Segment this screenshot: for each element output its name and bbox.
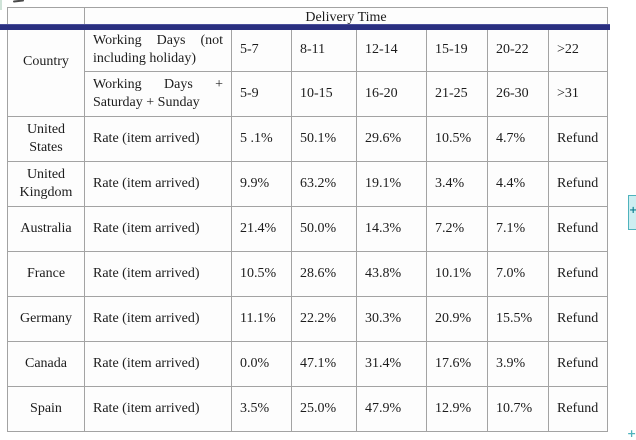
rate-value-cell: 3.4%	[426, 161, 488, 208]
rate-value-cell: 7.2%	[426, 206, 488, 253]
rate-value-cell: 14.3%	[356, 206, 427, 253]
rate-value-cell: 9.9%	[231, 161, 292, 208]
rate-value-cell: 20.9%	[426, 296, 488, 343]
accent-divider-bar	[0, 24, 610, 30]
rate-value-cell: 19.1%	[356, 161, 427, 208]
rate-value-cell: 4.4%	[487, 161, 549, 208]
header-range-cell: 26-30	[487, 71, 549, 118]
rate-label-cell: Rate (item arrived)	[84, 161, 232, 208]
header-range-cell: 16-20	[356, 71, 427, 118]
rate-label-cell: Rate (item arrived)	[84, 116, 232, 163]
rate-value-cell: 47.9%	[356, 386, 427, 433]
refund-cell: Refund	[548, 161, 608, 208]
rate-label-cell: Rate (item arrived)	[84, 206, 232, 253]
table-row: Working Days (not including holiday) 5-7…	[8, 28, 608, 73]
rate-value-cell: 17.6%	[426, 341, 488, 388]
country-cell: Germany	[7, 296, 85, 343]
rate-value-cell: 10.5%	[426, 116, 488, 163]
table-row-australia: Australia Rate (item arrived) 21.4% 50.0…	[7, 206, 608, 253]
table-row-united-states: United States Rate (item arrived) 5 .1% …	[7, 116, 608, 163]
table-row-france: France Rate (item arrived) 10.5% 28.6% 4…	[7, 251, 608, 298]
header-range-cell: >31	[548, 71, 608, 118]
country-cell: Australia	[7, 206, 85, 253]
refund-cell: Refund	[548, 386, 608, 433]
rate-value-cell: 50.0%	[291, 206, 357, 253]
header-range-cell: 20-22	[487, 28, 549, 73]
country-cell: France	[7, 251, 85, 298]
rate-value-cell: 29.6%	[356, 116, 427, 163]
plus-icon: +	[629, 205, 636, 216]
country-cell: Spain	[7, 386, 85, 433]
rate-value-cell: 7.0%	[487, 251, 549, 298]
rate-value-cell: 31.4%	[356, 341, 427, 388]
rate-value-cell: 3.9%	[487, 341, 549, 388]
rate-value-cell: 21.4%	[231, 206, 292, 253]
header-label-working-days: Working Days (not including holiday)	[84, 28, 232, 73]
table-row-germany: Germany Rate (item arrived) 11.1% 22.2% …	[7, 296, 608, 343]
corner-resize-handle[interactable]: +	[627, 428, 636, 440]
plus-icon: +	[627, 428, 636, 440]
rate-value-cell: 10.5%	[231, 251, 292, 298]
edge-artifact	[0, 0, 2, 10]
country-cell: Canada	[7, 341, 85, 388]
header-label-working-days-weekend: Working Days + Saturday + Sunday	[84, 71, 232, 118]
refund-cell: Refund	[548, 206, 608, 253]
rate-value-cell: 11.1%	[231, 296, 292, 343]
header-range-cell: 10-15	[291, 71, 357, 118]
rate-value-cell: 12.9%	[426, 386, 488, 433]
table-title: Delivery Time	[84, 6, 608, 30]
rate-label-cell: Rate (item arrived)	[84, 341, 232, 388]
header-range-cell: 12-14	[356, 28, 427, 73]
header-range-cell: 15-19	[426, 28, 488, 73]
rate-label-cell: Rate (item arrived)	[84, 296, 232, 343]
rate-label-cell: Rate (item arrived)	[84, 251, 232, 298]
rate-value-cell: 47.1%	[291, 341, 357, 388]
rate-value-cell: 10.1%	[426, 251, 488, 298]
refund-cell: Refund	[548, 341, 608, 388]
delivery-time-table: Country Delivery Time Working Days (not …	[7, 6, 608, 433]
header-range-cell: 21-25	[426, 71, 488, 118]
header-range-cell: 5-7	[231, 28, 292, 73]
rate-value-cell: 63.2%	[291, 161, 357, 208]
rate-value-cell: 5 .1%	[231, 116, 292, 163]
refund-cell: Refund	[548, 296, 608, 343]
rate-value-cell: 50.1%	[291, 116, 357, 163]
header-range-cell: 8-11	[291, 28, 357, 73]
rate-value-cell: 3.5%	[231, 386, 292, 433]
rate-value-cell: 15.5%	[487, 296, 549, 343]
cropped-text-artifact	[12, 0, 25, 3]
rate-value-cell: 4.7%	[487, 116, 549, 163]
table-row-united-kingdom: United Kingdom Rate (item arrived) 9.9% …	[7, 161, 608, 208]
rate-value-cell: 10.7%	[487, 386, 549, 433]
refund-cell: Refund	[548, 116, 608, 163]
table-row-canada: Canada Rate (item arrived) 0.0% 47.1% 31…	[7, 341, 608, 388]
header-range-cell: 5-9	[231, 71, 292, 118]
header-range-cell: >22	[548, 28, 608, 73]
rate-value-cell: 30.3%	[356, 296, 427, 343]
rate-value-cell: 25.0%	[291, 386, 357, 433]
edge-resize-handle[interactable]: +	[628, 195, 636, 230]
country-cell: United Kingdom	[7, 161, 85, 208]
rate-value-cell: 7.1%	[487, 206, 549, 253]
table-row-spain: Spain Rate (item arrived) 3.5% 25.0% 47.…	[7, 386, 608, 433]
rate-value-cell: 0.0%	[231, 341, 292, 388]
country-cell: United States	[7, 116, 85, 163]
table-row: Working Days + Saturday + Sunday 5-9 10-…	[8, 71, 608, 118]
rate-value-cell: 43.8%	[356, 251, 427, 298]
rate-label-cell: Rate (item arrived)	[84, 386, 232, 433]
rate-value-cell: 28.6%	[291, 251, 357, 298]
refund-cell: Refund	[548, 251, 608, 298]
rate-value-cell: 22.2%	[291, 296, 357, 343]
